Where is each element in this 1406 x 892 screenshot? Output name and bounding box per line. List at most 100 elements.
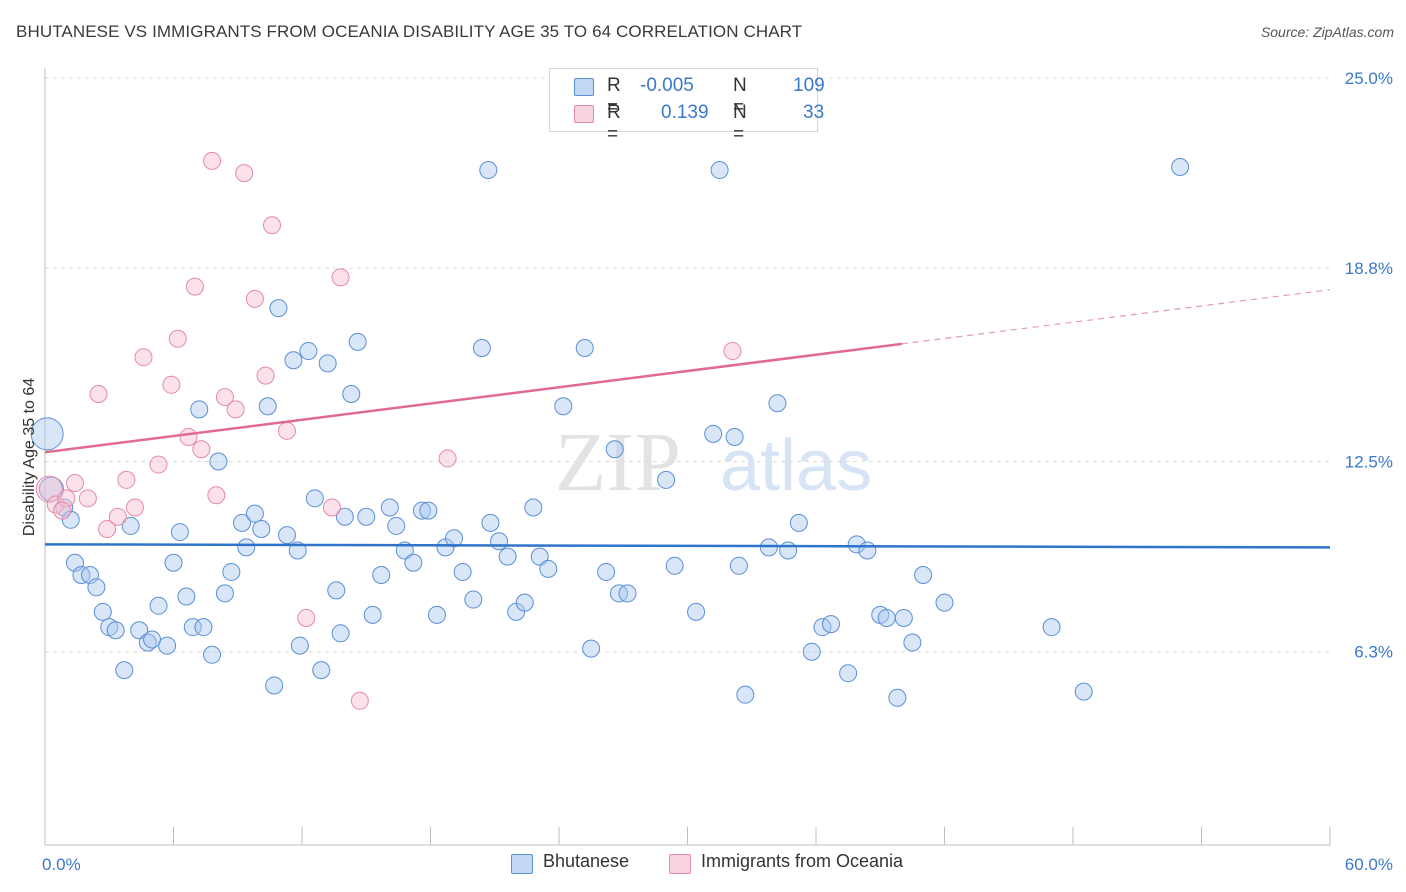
bhutanese-point — [269, 299, 288, 318]
bhutanese-point — [357, 507, 376, 526]
bhutanese-point — [335, 507, 354, 526]
oceania-point — [215, 388, 234, 407]
bhutanese-point — [183, 618, 202, 637]
bhutanese-point — [115, 661, 134, 680]
legend-n-value: 33 — [803, 102, 825, 123]
bhutanese-point — [158, 636, 177, 655]
bhutanese-point — [729, 556, 748, 575]
bhutanese-point — [464, 590, 483, 609]
oceania-point — [162, 375, 181, 394]
legend-n-label: N = — [733, 102, 747, 145]
legend-swatch-blue — [574, 78, 594, 96]
oceania-point — [438, 449, 457, 468]
oceania-point — [98, 519, 117, 538]
bhutanese-point — [903, 633, 922, 652]
bhutanese-point — [190, 400, 209, 419]
bhutanese-point — [445, 529, 464, 548]
y-tick-label: 18.8% — [1345, 259, 1393, 278]
bhutanese-point — [554, 397, 573, 416]
bhutanese-point — [877, 608, 896, 627]
y-tick-label: 25.0% — [1345, 69, 1393, 88]
oceania-point — [226, 400, 245, 419]
legend-r-value: -0.005 — [640, 75, 694, 96]
bhutanese-point — [121, 516, 140, 535]
bhutanese-point — [380, 498, 399, 517]
bhutanese-point — [687, 602, 706, 621]
bhutanese-point — [30, 417, 64, 451]
bhutanese-point — [894, 608, 913, 627]
oceania-point — [192, 440, 211, 459]
bhutanese-point — [194, 618, 213, 637]
oceania-trend-line-dashed — [901, 289, 1331, 345]
legend-r-value: 0.139 — [661, 102, 709, 123]
oceania-point — [53, 501, 72, 520]
oceania-point — [723, 342, 742, 361]
bhutanese-point — [479, 161, 498, 180]
oceania-point — [179, 427, 198, 446]
bhutanese-point — [1171, 157, 1190, 176]
bhutanese-point — [498, 547, 517, 566]
bhutanese-point — [327, 581, 346, 600]
bhutanese-point — [209, 452, 228, 471]
bhutanese-point — [177, 587, 196, 606]
bhutanese-point — [278, 526, 297, 545]
bhutanese-point — [265, 676, 284, 695]
bhutanese-point — [427, 605, 446, 624]
bhutanese-point — [348, 332, 367, 351]
bhutanese-point — [305, 489, 324, 508]
legend-n-label: N = — [733, 75, 747, 118]
bhutanese-point — [149, 596, 168, 615]
watermark: ZIP — [555, 416, 681, 509]
bhutanese-point — [453, 562, 472, 581]
bhutanese-point — [1074, 682, 1093, 701]
bhutanese-point — [914, 566, 933, 585]
oceania-point — [350, 691, 369, 710]
oceania-point — [245, 289, 264, 308]
bhutanese-point — [299, 342, 318, 361]
bhutanese-point — [789, 513, 808, 532]
oceania-point — [185, 277, 204, 296]
bhutanese-point — [779, 541, 798, 560]
bhutanese-point — [1042, 618, 1061, 637]
oceania-point — [168, 329, 187, 348]
legend-r-label: R = — [607, 75, 621, 118]
bhutanese-point — [768, 394, 787, 413]
oceania-point — [278, 421, 297, 440]
bhutanese-trend-line — [44, 543, 1331, 549]
oceania-trend-line — [44, 342, 902, 454]
bhutanese-point — [759, 538, 778, 557]
oceania-point — [322, 498, 341, 517]
oceania-point — [65, 473, 84, 492]
bhutanese-point — [802, 642, 821, 661]
bhutanese-point — [233, 513, 252, 532]
bhutanese-point — [605, 440, 624, 459]
bhutanese-point — [524, 498, 543, 517]
bhutanese-point — [404, 553, 423, 572]
oceania-point — [134, 348, 153, 367]
bhutanese-point — [318, 354, 337, 373]
y-tick-label: 6.3% — [1354, 643, 1393, 662]
bhutanese-point — [704, 424, 723, 443]
bhutanese-point — [618, 584, 637, 603]
bhutanese-point — [312, 661, 331, 680]
bottom-legend-swatch-blue — [511, 854, 533, 874]
oceania-point — [263, 216, 282, 235]
bottom-legend-swatch-pink — [669, 854, 691, 874]
bhutanese-point — [858, 541, 877, 560]
x-tick-label: 0.0% — [42, 855, 81, 874]
bottom-legend-label: Immigrants from Oceania — [701, 851, 904, 871]
bhutanese-point — [539, 559, 558, 578]
bhutanese-point — [342, 385, 361, 404]
bhutanese-point — [284, 351, 303, 370]
bhutanese-point — [363, 605, 382, 624]
legend-n-value: 109 — [793, 75, 825, 96]
legend-r-label: R = — [607, 102, 621, 145]
bhutanese-point — [888, 688, 907, 707]
bhutanese-point — [736, 685, 755, 704]
bhutanese-point — [657, 470, 676, 489]
y-tick-label: 12.5% — [1345, 453, 1393, 472]
oceania-point — [117, 470, 136, 489]
oceania-point — [203, 151, 222, 170]
bhutanese-point — [419, 501, 438, 520]
oceania-point — [297, 608, 316, 627]
